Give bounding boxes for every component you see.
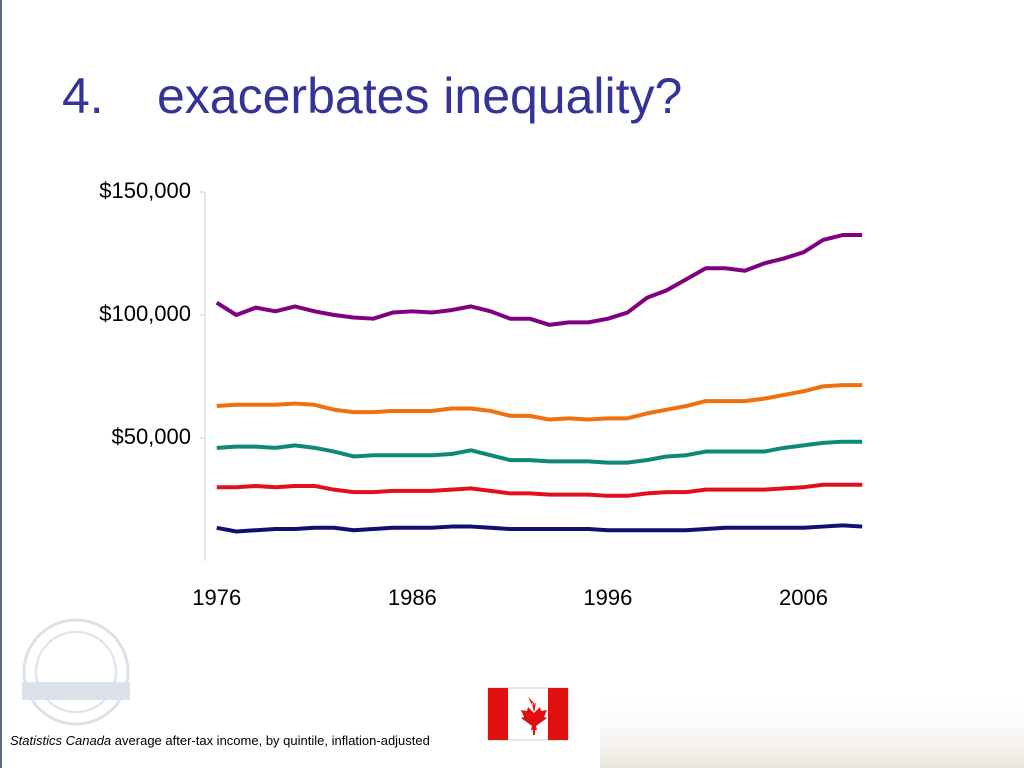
- background-photo: [600, 690, 1024, 768]
- series-line: [216, 383, 863, 422]
- flag-band: [488, 688, 508, 740]
- maple-leaf: [521, 697, 547, 735]
- series-line: [216, 482, 863, 498]
- caption-text: average after-tax income, by quintile, i…: [115, 733, 430, 748]
- y-tick-label: $50,000: [111, 424, 191, 449]
- x-tick-label: 1976: [192, 585, 241, 610]
- logo: [22, 618, 130, 726]
- x-tick-label: 1996: [583, 585, 632, 610]
- y-tick-label: $100,000: [99, 301, 191, 326]
- caption-source: Statistics Canada: [10, 733, 111, 748]
- logo-ring: [22, 618, 130, 726]
- slide-number: 4.: [62, 68, 104, 124]
- slide-title: exacerbates inequality?: [157, 68, 682, 124]
- series-line: [215, 233, 863, 327]
- series-line: [216, 439, 863, 465]
- x-tick-label: 1986: [388, 585, 437, 610]
- caption: Statistics Canada average after-tax inco…: [10, 733, 430, 748]
- x-tick-label: 2006: [779, 585, 828, 610]
- y-tick-label: $150,000: [99, 178, 191, 203]
- series-line: [216, 523, 863, 534]
- flag: [487, 687, 569, 741]
- logo-banner: [22, 682, 130, 700]
- flag-band: [548, 688, 568, 740]
- logo-ring: [35, 631, 117, 713]
